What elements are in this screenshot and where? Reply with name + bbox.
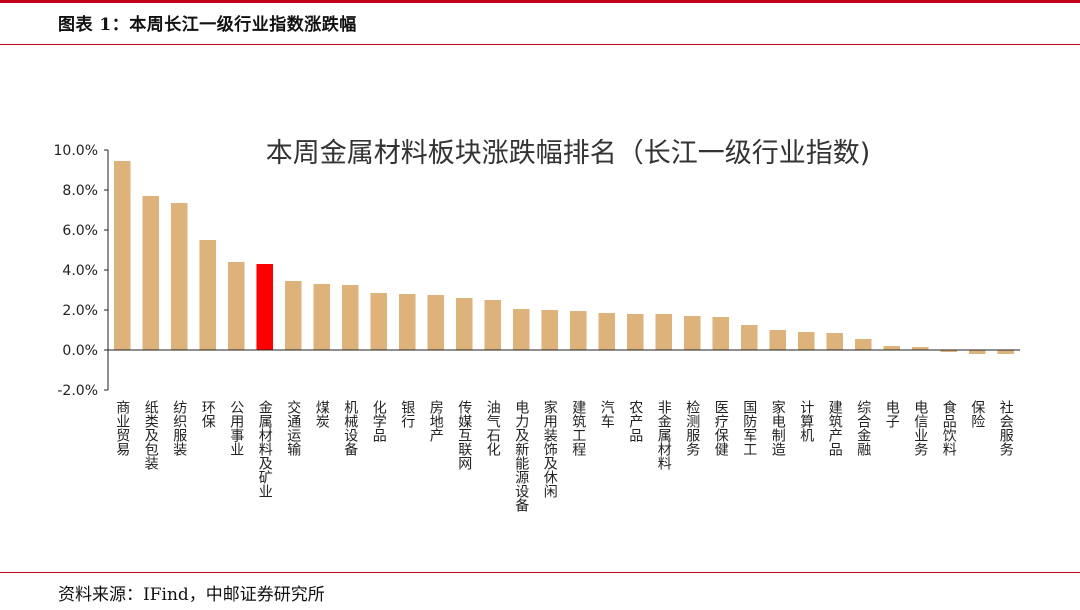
x-category-label: 国防军工 — [741, 400, 757, 456]
bar — [427, 295, 445, 350]
bar — [683, 316, 701, 350]
bar — [227, 262, 245, 350]
bar — [199, 240, 217, 350]
y-axis: 10.0% 8.0% 6.0% 4.0% 2.0% 0.0% -2.0% — [54, 143, 109, 399]
y-tick-label: 10.0% — [54, 143, 98, 159]
bar — [484, 300, 502, 350]
y-tick-label: -2.0% — [57, 383, 98, 399]
bar — [797, 332, 815, 350]
bar — [626, 314, 644, 350]
x-category-label: 家用装饰及休闲 — [542, 399, 558, 499]
bar — [370, 293, 388, 350]
x-category-label: 公用事业 — [228, 400, 244, 456]
bar — [997, 350, 1015, 354]
bar — [170, 203, 188, 350]
bar — [398, 294, 416, 350]
bar — [883, 346, 901, 350]
bar — [313, 284, 331, 350]
y-tick-label: 8.0% — [62, 183, 98, 199]
bar — [541, 310, 559, 350]
header-rule — [0, 44, 1080, 45]
x-category-label: 计算机 — [798, 400, 814, 443]
x-category-label: 煤炭 — [314, 400, 330, 428]
x-category-label: 医疗保健 — [713, 400, 729, 457]
x-category-label: 电力及新能源设备 — [513, 400, 529, 512]
x-category-label: 建筑产品 — [827, 400, 843, 456]
bar — [512, 309, 530, 350]
footer-rule — [0, 572, 1080, 573]
bar — [911, 347, 929, 350]
bar — [826, 333, 844, 350]
bar — [712, 317, 730, 350]
bar-chart: 本周金属材料板块涨跌幅排名（长江一级行业指数) 10.0% 8.0% 6.0% 4.0… — [54, 138, 1020, 512]
figure-caption: 图表 1：本周长江一级行业指数涨跌幅 — [58, 15, 357, 35]
bars — [113, 161, 1015, 354]
x-category-label: 机械设备 — [342, 400, 358, 456]
x-category-label: 检测服务 — [684, 400, 700, 456]
x-category-label: 社会服务 — [998, 400, 1014, 456]
bar — [769, 330, 787, 350]
x-category-label: 电子 — [884, 400, 900, 428]
bar — [940, 350, 958, 352]
bar — [569, 311, 587, 350]
x-axis: 商业贸易 纸类及包装 纺织服装 环保 公用事业 金属材料及矿业 交通运输 煤炭 机械设备 化学品银… — [108, 349, 1020, 512]
bar — [598, 313, 616, 350]
x-category-label: 传媒互联网 — [456, 400, 472, 471]
x-category-label: 化学品 — [371, 400, 387, 442]
bar — [341, 285, 359, 350]
bar — [142, 196, 160, 350]
y-tick-label: 0.0% — [62, 343, 98, 359]
x-category-label: 电信业务 — [912, 400, 928, 456]
x-category-label: 保险 — [969, 400, 985, 428]
x-category-label: 交通运输 — [285, 399, 301, 456]
x-category-label: 纸类及包装 — [143, 400, 159, 470]
bar — [655, 314, 673, 350]
top-rule — [0, 0, 1080, 3]
x-category-label: 汽车 — [599, 400, 615, 428]
bar — [455, 298, 473, 350]
bar-highlight — [256, 264, 274, 350]
chart-title: 本周金属材料板块涨跌幅排名（长江一级行业指数) — [266, 138, 871, 169]
x-category-label: 商业贸易 — [114, 400, 130, 456]
x-category-label: 非金属材料 — [656, 400, 672, 470]
bar — [968, 350, 986, 354]
x-category-label: 银行 — [399, 400, 415, 429]
x-category-label: 农产品 — [627, 400, 643, 442]
x-category-label: 金属材料及矿业 — [257, 400, 273, 498]
x-category-label: 纺织服装 — [171, 400, 187, 456]
bar — [854, 339, 872, 350]
source-note: 资料来源：IFind，中邮证券研究所 — [58, 585, 325, 605]
y-tick-label: 6.0% — [62, 223, 98, 239]
x-category-label: 家电制造 — [770, 399, 786, 457]
x-category-label: 油气石化 — [485, 400, 501, 457]
x-category-label: 建筑工程 — [570, 400, 586, 457]
bar — [740, 325, 758, 350]
bar — [113, 161, 131, 350]
y-tick-label: 4.0% — [62, 263, 98, 279]
x-category-label: 房地产 — [428, 400, 444, 443]
x-category-label: 综合金融 — [855, 400, 871, 456]
x-category-label: 食品饮料 — [941, 399, 957, 456]
x-category-label: 环保 — [200, 400, 216, 428]
bar — [284, 281, 302, 350]
y-tick-label: 2.0% — [62, 303, 98, 319]
